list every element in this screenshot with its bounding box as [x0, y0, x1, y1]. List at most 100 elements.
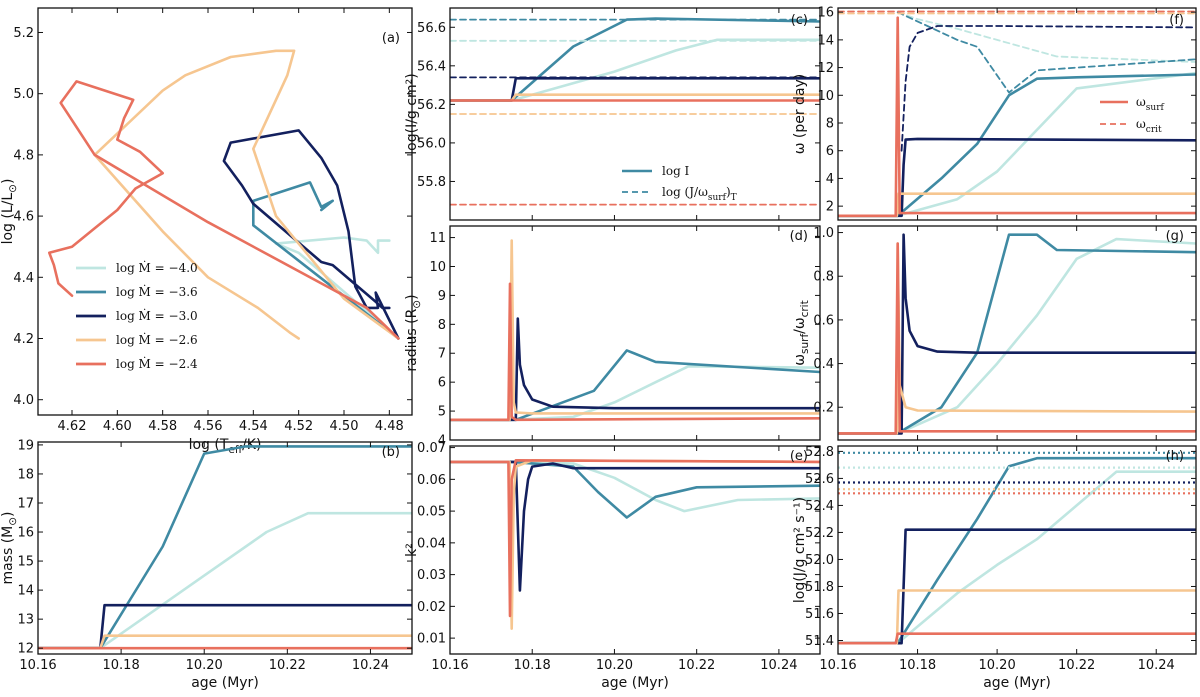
panel-label-f: (f): [1169, 13, 1184, 28]
xtick-label-h-2: 10.20: [979, 658, 1016, 673]
ytick-label-d-2: 6: [438, 376, 446, 391]
ytick-label-b-0: 12: [17, 642, 34, 657]
ytick-label-d-6: 10: [429, 260, 446, 275]
ytick-label-e-1: 0.02: [417, 600, 446, 615]
series-e-m30-solid: [450, 460, 820, 592]
series-h-m40-solid: [838, 470, 1196, 645]
xtick-label-a-7: 4.48: [375, 419, 404, 434]
series-d-m30-solid: [450, 317, 820, 422]
xtick-label-a-6: 4.50: [330, 419, 359, 434]
axes-frame-a: [37, 7, 413, 416]
axes-frame-c: [449, 7, 821, 221]
series-e-m36-solid: [450, 460, 820, 519]
series-f-m36-dashed: [896, 11, 1196, 94]
ytick-label-c-3: 56.4: [417, 59, 446, 74]
ytick-label-a-5: 5.0: [13, 87, 34, 102]
panel-d: 4 5 6 7 8 9 10 11 (d) radius (R⊙): [404, 225, 821, 449]
ytick-label-g-4: 1.0: [813, 226, 834, 241]
legend-c: log I log (J/ωsurf)T: [622, 164, 737, 203]
legend-label-f-0: ωsurf: [1136, 95, 1165, 113]
series-a-m36-solid: [252, 181, 400, 340]
ylabel-b: mass (M⊙): [0, 511, 19, 584]
legend-label-a-2: log Ṁ = −3.0: [116, 308, 198, 323]
ytick-label-g-1: 0.4: [813, 357, 834, 372]
ytick-label-d-0: 4: [438, 434, 446, 449]
series-c-m36-solid: [450, 17, 820, 102]
axes-frame-h: [837, 445, 1197, 655]
series-d-m40-solid: [450, 364, 820, 422]
panel-label-b: (b): [382, 445, 400, 460]
series-h-m26-solid: [838, 589, 1196, 645]
series-group-a: [47, 49, 400, 340]
legend-f: ωsurf ωcrit: [1100, 95, 1165, 135]
panel-f: 2 4 6 8 10 12 14 16 (f) ω (per day) ωsurf ωcrit: [792, 6, 1197, 221]
ytick-label-d-1: 5: [438, 405, 446, 420]
xlabel-b: age (Myr): [191, 675, 259, 691]
xtick-label-h-3: 10.22: [1058, 658, 1095, 673]
series-b-m36-solid: [38, 445, 412, 650]
series-f-m30-dashed: [900, 25, 1196, 152]
ylabel-f: ω (per day): [792, 74, 808, 155]
series-group-h: [838, 451, 1196, 645]
ylabel-e: k²: [404, 543, 420, 557]
ytick-label-b-2: 14: [17, 584, 34, 599]
ytick-label-f-6: 14: [817, 33, 834, 48]
series-f-m36-solid: [838, 73, 1196, 218]
axes-frame-f: [837, 7, 1197, 221]
ytick-label-a-0: 4.0: [13, 393, 34, 408]
xtick-label-a-4: 4.54: [239, 419, 268, 434]
ytick-label-g-0: 0.2: [813, 401, 834, 416]
series-group-f: [838, 10, 1196, 218]
series-b-m40-solid: [38, 511, 412, 650]
xtick-label-a-5: 4.52: [284, 419, 313, 434]
xtick-label-e-0: 10.16: [431, 658, 468, 673]
ytick-label-c-0: 55.8: [417, 175, 446, 190]
series-a-m30-solid: [222, 129, 400, 340]
series-a-m24-solid: [47, 80, 400, 340]
legend-label-a-1: log Ṁ = −3.6: [116, 284, 198, 299]
ytick-label-h-4: 52.2: [805, 526, 834, 541]
ylabel-c: log(I/g cm²): [404, 73, 420, 154]
ytick-label-h-5: 52.4: [805, 499, 834, 514]
ytick-label-f-5: 12: [817, 61, 834, 76]
legend-label-f-1: ωcrit: [1136, 117, 1162, 135]
xtick-label-e-3: 10.22: [678, 658, 715, 673]
legend-label-c-1: log (J/ωsurf)T: [662, 185, 737, 203]
ytick-label-a-1: 4.2: [13, 332, 34, 347]
panel-c: 55.8 56.0 56.2 56.4 56.6 (c) log(I/g cm²) log I…: [404, 7, 821, 221]
ytick-label-a-3: 4.6: [13, 210, 34, 225]
series-f-m24-solid: [838, 16, 1196, 218]
axes-frame-b: [37, 441, 413, 655]
ytick-label-a-2: 4.4: [13, 271, 34, 286]
ytick-label-f-4: 10: [817, 89, 834, 104]
ytick-label-c-1: 56.0: [417, 136, 446, 151]
legend-a: log Ṁ = −4.0 log Ṁ = −3.6 log Ṁ = −3.0 log …: [76, 260, 198, 371]
series-b-m30-solid: [38, 603, 412, 650]
ytick-label-d-4: 8: [438, 318, 446, 333]
series-h-m30-solid: [838, 528, 1196, 645]
ytick-label-b-6: 18: [17, 467, 34, 482]
xtick-label-b-4: 10.24: [352, 658, 389, 673]
axes-frame-d: [449, 225, 821, 441]
xtick-label-e-1: 10.18: [514, 658, 551, 673]
ytick-label-f-1: 4: [826, 172, 834, 187]
ytick-label-b-4: 16: [17, 526, 34, 541]
xtick-label-e-4: 10.24: [760, 658, 797, 673]
xtick-label-b-1: 10.18: [103, 658, 140, 673]
ylabel-h: log(J/g cm² s⁻¹): [792, 497, 808, 603]
ytick-label-h-6: 52.6: [805, 472, 834, 487]
series-e-m24-solid: [450, 458, 820, 618]
ytick-label-h-0: 51.4: [805, 634, 834, 649]
series-c-m30-solid: [450, 77, 820, 102]
ytick-label-e-3: 0.04: [417, 536, 446, 551]
xtick-label-h-0: 10.16: [819, 658, 856, 673]
panel-label-h: (h): [1166, 449, 1184, 464]
panel-label-a: (a): [382, 31, 400, 46]
series-c-m40-solid: [450, 38, 820, 102]
panel-a: 4.62 4.60 4.58 4.56 4.54 4.52 4.50 4.48 4.0 4.2 4.…: [0, 7, 413, 456]
panel-e: 10.16 10.18 10.20 10.22 10.24 0.01 0.02 0.03 0.0…: [404, 441, 821, 691]
series-group-g: [838, 233, 1196, 435]
legend-label-a-4: log Ṁ = −2.4: [116, 356, 198, 371]
xtick-label-a-1: 4.60: [103, 419, 132, 434]
ytick-label-e-5: 0.06: [417, 473, 446, 488]
